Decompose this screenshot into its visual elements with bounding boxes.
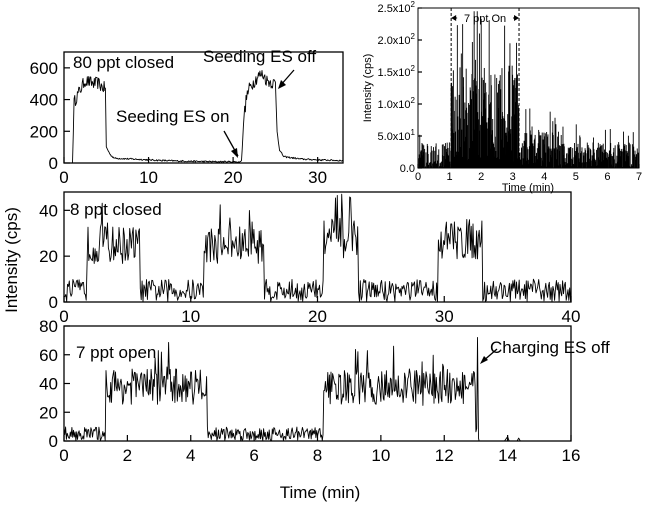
- y-tick-label: 600: [30, 59, 58, 78]
- x-tick-label: 4: [541, 171, 547, 183]
- y-tick-label-base: 1.0x10: [378, 99, 411, 111]
- annotation-7ppt-on: 7 ppt On: [464, 13, 506, 25]
- annotation-7ppt-open: 7 ppt open: [76, 343, 156, 362]
- x-tick-label: 20: [308, 307, 327, 326]
- x-tick-label: 6: [249, 446, 258, 465]
- y-tick-label: 0: [49, 293, 58, 312]
- y-tick-label: 80: [39, 317, 58, 336]
- series-line-8ppt: [63, 193, 572, 303]
- x-tick-label: 0: [415, 171, 421, 183]
- y-tick-label: 5.0x101: [378, 128, 416, 143]
- x-tick-label: 2: [123, 446, 132, 465]
- x-tick-label: 0: [59, 446, 68, 465]
- annotation-charging-es-off: Charging ES off: [490, 338, 610, 357]
- window-arrowhead-right: [514, 15, 520, 21]
- y-tick-label-base: 1.5x10: [378, 67, 411, 79]
- y-tick-label: 40: [39, 375, 58, 394]
- x-tick-label: 30: [308, 168, 327, 187]
- x-tick-label: 10: [181, 307, 200, 326]
- y-tick-label: 0: [49, 432, 58, 451]
- y-tick-label: 200: [30, 122, 58, 141]
- annotation-seeding-es-off: Seeding ES off: [203, 47, 316, 66]
- annotation-seeding-es-on: Seeding ES on: [116, 107, 229, 126]
- series-line-80ppt: [64, 70, 344, 164]
- x-tick-label: 5: [573, 171, 579, 183]
- y-tick-label: 20: [39, 247, 58, 266]
- y-tick-label: 1.0x102: [378, 96, 416, 111]
- plot-frame: [63, 51, 344, 164]
- x-tick-label: 14: [498, 446, 517, 465]
- x-tick-label: 40: [562, 307, 581, 326]
- y-tick-label-base: 2.0x10: [378, 35, 411, 47]
- arrowhead-seeding-on: [231, 148, 238, 158]
- panel-7ppt: 0 2 4 6 8 10 12 14 16 0 20 40 60 80 7 ppt open Charging…: [39, 317, 610, 465]
- x-tick-label: 7: [636, 171, 642, 183]
- y-tick-label-base: 0.0: [400, 163, 415, 175]
- arrowhead-seeding-off: [278, 80, 286, 89]
- x-tick-label: 1: [447, 171, 453, 183]
- x-tick-label: 30: [435, 307, 454, 326]
- panel-8ppt: 0 10 20 30 40 0 20 40 8 ppt closed: [39, 191, 581, 326]
- x-tick-label: 12: [435, 446, 454, 465]
- y-axis-title: Intensity (cps): [2, 207, 21, 313]
- y-tick-label: 2.5x102: [378, 0, 416, 15]
- annotation-80ppt-closed: 80 ppt closed: [73, 53, 174, 72]
- y-tick-label: 20: [39, 403, 58, 422]
- x-tick-label: 10: [371, 446, 390, 465]
- x-tick-label: 3: [510, 171, 516, 183]
- x-tick-label: 20: [224, 168, 243, 187]
- y-tick-label-base: 5.0x10: [378, 131, 411, 143]
- x-tick-label: 0: [59, 307, 68, 326]
- series-line-7ppt-tail: [504, 436, 510, 442]
- y-tick-label: 2.0x102: [378, 32, 416, 47]
- arrowhead-charging-off: [480, 356, 488, 364]
- x-tick-label: 8: [313, 446, 322, 465]
- x-tick-label: 6: [604, 171, 610, 183]
- inset-y-axis-title: Intensity (cps): [362, 54, 374, 122]
- series-line-7ppt-tail: [516, 437, 521, 442]
- x-tick-label: 16: [562, 446, 581, 465]
- x-tick-label: 0: [59, 168, 68, 187]
- y-tick-label: 0: [49, 154, 58, 173]
- y-tick-label: 0.0: [400, 163, 415, 175]
- y-tick-label: 40: [39, 201, 58, 220]
- series-line-7ppt: [63, 337, 480, 442]
- inset-x-axis-title: Time (min): [502, 182, 554, 194]
- panel-80ppt: 0 10 20 30 0 200 400 600 80 ppt closed Seeding ES…: [30, 47, 344, 187]
- y-tick-label-exponent: 2: [411, 96, 416, 105]
- x-tick-label: 10: [139, 168, 158, 187]
- y-tick-label-exponent: 1: [411, 128, 416, 137]
- y-tick-label-exponent: 2: [411, 0, 416, 9]
- x-axis-title: Time (min): [280, 483, 361, 502]
- window-arrowhead-left: [451, 15, 457, 21]
- x-tick-label: 2: [478, 171, 484, 183]
- y-tick-label-exponent: 2: [411, 32, 416, 41]
- y-tick-label: 400: [30, 91, 58, 110]
- y-tick-label-base: 2.5x10: [378, 3, 411, 15]
- y-tick-label-exponent: 2: [411, 64, 416, 73]
- x-tick-label: 4: [186, 446, 195, 465]
- plot-frame: [417, 7, 640, 169]
- y-tick-label: 60: [39, 346, 58, 365]
- inset-panel: 0 1 2 3 4 5 6 70.05.0x1011.0x1021.5x1022.0x1022…: [362, 0, 642, 194]
- y-tick-label: 1.5x102: [378, 64, 416, 79]
- annotation-8ppt-closed: 8 ppt closed: [70, 200, 162, 219]
